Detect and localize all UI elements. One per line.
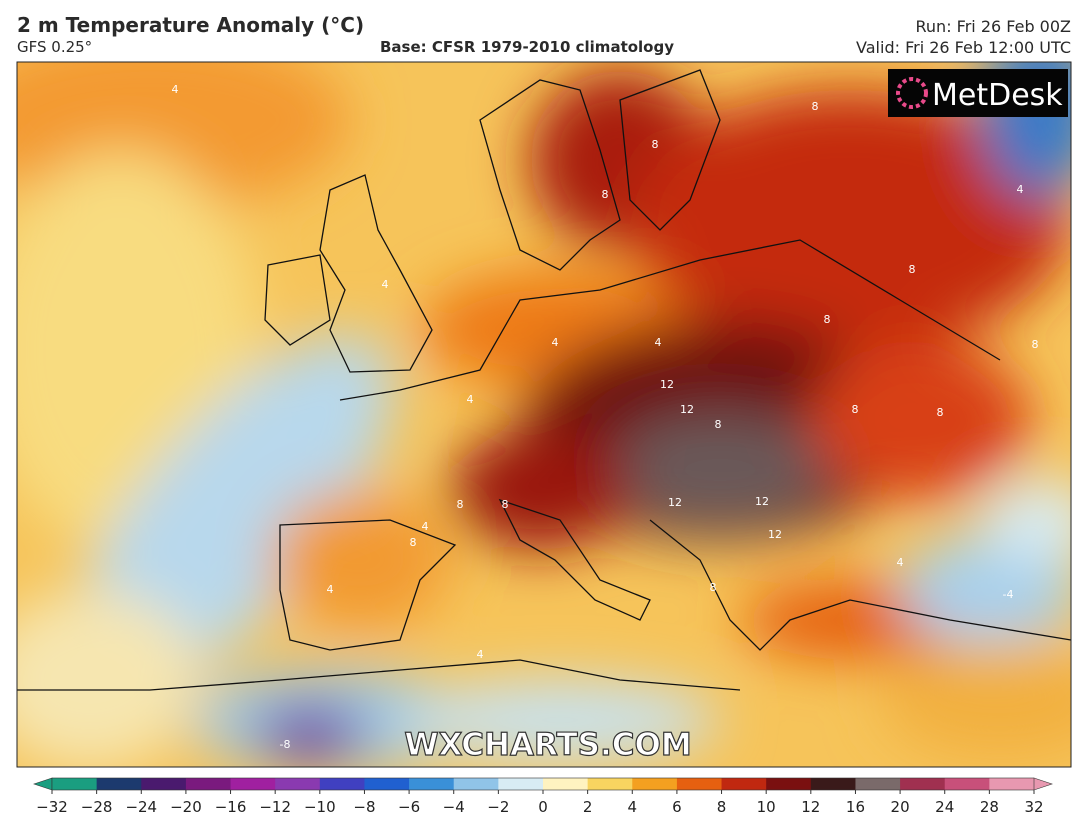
base: Base: CFSR 1979-2010 climatology [380, 38, 674, 56]
contour-label: 8 [502, 498, 509, 511]
colorbar: −32 −28 −24 −20 −16 −12 −10 −8 −6 −4 −2 0 2 4 6 8 10 12 16… [33, 777, 1053, 816]
colorbar-extend-low [33, 777, 53, 791]
colorbar-segment [587, 778, 633, 790]
contour-label: 8 [652, 138, 659, 151]
contour-label: 8 [710, 581, 717, 594]
contour-label: 8 [812, 100, 819, 113]
colorbar-tick-label: 16 [846, 798, 865, 816]
contour-label: 4 [477, 648, 484, 661]
valid: Valid: Fri 26 Feb 12:00 UTC [856, 38, 1071, 57]
contour-label: 4 [467, 393, 474, 406]
logo-box [888, 69, 1068, 117]
colorbar-segment [453, 778, 499, 790]
contour-label: 4 [1017, 183, 1024, 196]
contour-label: 4 [172, 83, 179, 96]
contour-label: 8 [457, 498, 464, 511]
colorbar-segment [52, 778, 98, 790]
contour-label: 8 [852, 403, 859, 416]
contour-label: 4 [552, 336, 559, 349]
colorbar-segment [230, 778, 276, 790]
colorbar-tick-label: −6 [398, 798, 420, 816]
colorbar-tick-label: 4 [627, 798, 637, 816]
map [17, 62, 1071, 767]
colorbar-segment [632, 778, 678, 790]
colorbar-tick-label: −20 [170, 798, 202, 816]
colorbar-segment [900, 778, 946, 790]
contour-label: -4 [1003, 588, 1014, 601]
colorbar-tick-label: −12 [259, 798, 291, 816]
contour-label: 12 [680, 403, 694, 416]
colorbar-tick-label: 8 [717, 798, 727, 816]
colorbar-segment [721, 778, 767, 790]
colorbar-tick-label: −10 [304, 798, 336, 816]
colorbar-segment [141, 778, 187, 790]
colorbar-segment [944, 778, 990, 790]
colorbar-segment [275, 778, 321, 790]
colorbar-segment [989, 778, 1035, 790]
colorbar-tick-label: 20 [891, 798, 910, 816]
contour-label: 12 [668, 496, 682, 509]
colorbar-tick-label: 12 [801, 798, 820, 816]
run: Run: Fri 26 Feb 00Z [916, 17, 1072, 36]
map-frame [16, 61, 1072, 768]
colorbar-tick-label: 24 [935, 798, 954, 816]
colorbar-segment [96, 778, 142, 790]
contour-label: -8 [280, 738, 291, 751]
logo-icon [896, 77, 928, 109]
contour-label: 8 [909, 263, 916, 276]
colorbar-tick-label: −24 [125, 798, 157, 816]
contour-label: 12 [755, 495, 769, 508]
model: GFS 0.25° [17, 38, 92, 56]
colorbar-segment [543, 778, 589, 790]
watermark: WXCHARTS.COM [404, 727, 691, 763]
colorbar-segment [810, 778, 856, 790]
colorbar-tick-label: 28 [980, 798, 999, 816]
colorbar-segment [319, 778, 365, 790]
coastlines [17, 69, 1071, 691]
colorbar-segment [498, 778, 544, 790]
colorbar-tick-label: 2 [583, 798, 593, 816]
colorbar-tick-label: −4 [443, 798, 465, 816]
title: 2 m Temperature Anomaly (°C) [17, 13, 364, 37]
colorbar-tick-label: −28 [81, 798, 113, 816]
contour-label: 12 [768, 528, 782, 541]
colorbar-segment [855, 778, 901, 790]
contour-label: 8 [410, 536, 417, 549]
colorbar-tick-label: −8 [353, 798, 375, 816]
colorbar-segment [364, 778, 410, 790]
contour-label: 8 [602, 188, 609, 201]
colorbar-tick-label: 0 [538, 798, 548, 816]
contour-label: 4 [422, 520, 429, 533]
contour-label: 4 [327, 583, 334, 596]
contour-label: 12 [660, 378, 674, 391]
colorbar-tick-label: 32 [1024, 798, 1043, 816]
colorbar-segment [409, 778, 455, 790]
contour-label: 4 [897, 556, 904, 569]
colorbar-segment [766, 778, 812, 790]
contour-label: 4 [382, 278, 389, 291]
colorbar-tick-label: −16 [215, 798, 247, 816]
colorbar-tick-label: −32 [36, 798, 68, 816]
contour-label: 8 [824, 313, 831, 326]
contour-label: 4 [655, 336, 662, 349]
colorbar-segment [676, 778, 723, 790]
logo: MetDesk [932, 78, 1063, 113]
colorbar-tick-label: 6 [672, 798, 682, 816]
colorbar-extend-high [1033, 777, 1053, 791]
contour-label: 8 [1032, 338, 1039, 351]
colorbar-tick-label: 10 [757, 798, 776, 816]
colorbar-segment [185, 778, 232, 790]
contour-label: 8 [937, 406, 944, 419]
colorbar-tick-label: −2 [487, 798, 509, 816]
contour-label: 8 [715, 418, 722, 431]
